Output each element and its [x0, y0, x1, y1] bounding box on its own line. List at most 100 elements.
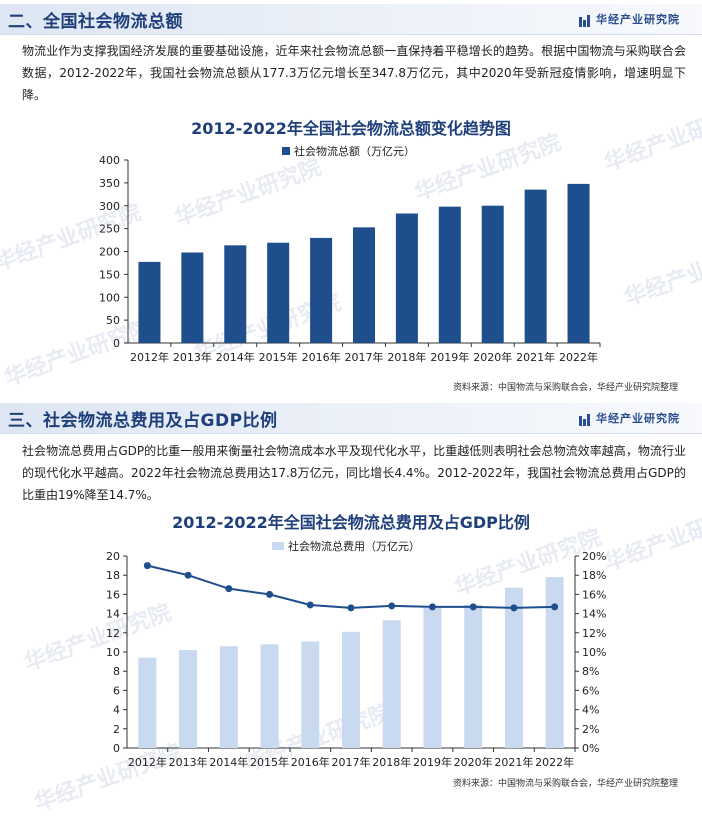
x-tick-label: 2013年	[173, 350, 212, 364]
bar	[382, 620, 401, 748]
x-tick-label: 2012年	[130, 350, 169, 364]
y-tick-label-right: 6%	[582, 684, 599, 697]
section-title: 三、社会物流总费用及占GDP比例	[8, 411, 278, 431]
x-tick-label: 2021年	[494, 755, 533, 769]
x-tick-label: 2012年	[128, 755, 167, 769]
chart-title: 2012-2022年全国社会物流总费用及占GDP比例	[172, 513, 530, 532]
x-tick-label: 2021年	[516, 350, 555, 364]
bar	[438, 206, 461, 343]
bar	[464, 604, 483, 748]
bar	[219, 646, 238, 748]
brand-text: 华经产业研究院	[596, 13, 680, 26]
y-tick-label: 150	[99, 268, 120, 281]
series-line	[147, 564, 555, 609]
y-tick-label: 200	[99, 246, 120, 259]
y-tick-label: 300	[99, 200, 120, 213]
bar	[310, 237, 333, 343]
x-tick-label: 2019年	[430, 350, 469, 364]
line-point	[428, 603, 436, 611]
brand-text: 华经产业研究院	[596, 412, 680, 425]
y-tick-label-left: 6	[113, 684, 120, 697]
line-point	[510, 604, 518, 612]
x-tick-label: 2017年	[345, 350, 384, 364]
y-tick-label-left: 16	[106, 588, 120, 601]
chart-title: 2012-2022年全国社会物流总额变化趋势图	[191, 119, 511, 138]
y-tick-label-left: 14	[106, 608, 120, 621]
y-tick-label-left: 8	[113, 665, 120, 678]
y-tick-label: 50	[106, 314, 120, 327]
y-tick-label-right: 0%	[582, 742, 599, 755]
line-point	[551, 603, 559, 611]
source-note: 资料来源：中国物流与采购联合会，华经产业研究院整理	[452, 383, 678, 393]
brand-logo-icon	[579, 413, 591, 426]
line-point	[306, 601, 314, 609]
section-paragraph: 社会物流总费用占GDP的比重一般用来衡量社会物流成本水平及现代化水平，比重越低则…	[22, 444, 686, 502]
x-tick-label: 2015年	[250, 755, 289, 769]
brand-logo-icon	[579, 14, 591, 27]
y-tick-label: 350	[99, 177, 120, 190]
y-tick-label: 100	[99, 291, 120, 304]
bar	[481, 205, 504, 343]
y-tick-label-left: 4	[113, 704, 120, 717]
x-tick-label: 2017年	[332, 755, 371, 769]
y-tick-label-right: 20%	[582, 550, 606, 563]
y-tick-label: 0	[113, 337, 120, 350]
x-tick-label: 2015年	[259, 350, 298, 364]
brand-label: 华经产业研究院	[579, 11, 680, 27]
bar	[395, 213, 418, 343]
line-point	[184, 571, 192, 579]
y-tick-label-left: 18	[106, 569, 120, 582]
bar	[181, 252, 204, 343]
x-tick-label: 2020年	[473, 350, 512, 364]
legend-swatch	[282, 147, 290, 155]
bar	[423, 607, 442, 748]
y-tick-label-right: 18%	[582, 569, 606, 582]
y-tick-label-left: 0	[113, 742, 120, 755]
y-tick-label-left: 20	[106, 550, 120, 563]
x-tick-label: 2014年	[209, 755, 248, 769]
y-tick-label-right: 4%	[582, 704, 599, 717]
x-tick-label: 2014年	[216, 350, 255, 364]
bar-chart-total: 社会物流总额（万亿元） 0 50 100 150 200 250 300 350 400 2012年…	[99, 144, 601, 364]
bar	[545, 577, 564, 748]
legend-label: 社会物流总费用（万亿元）	[288, 539, 420, 553]
y-tick-label-right: 10%	[582, 646, 606, 659]
bar	[260, 644, 279, 748]
x-tick-label: 2019年	[413, 755, 452, 769]
bar	[342, 631, 360, 748]
section-header-total: 二、全国社会物流总额 华经产业研究院	[0, 4, 702, 35]
x-tick-label: 2013年	[169, 755, 208, 769]
y-tick-label-left: 2	[113, 723, 120, 736]
bar	[267, 242, 290, 343]
legend-swatch	[272, 542, 284, 550]
x-tick-label: 2020年	[454, 755, 493, 769]
bar	[567, 183, 590, 343]
combo-chart-cost: 社会物流总费用（万亿元） 0 2 4 6 8 10 12 14 16 18 20 0% 2% 4% 6% 8% 1…	[106, 539, 606, 769]
y-tick-label: 250	[99, 223, 120, 236]
y-tick-label-right: 8%	[582, 665, 599, 678]
line-point	[388, 602, 396, 610]
section-header-cost: 三、社会物流总费用及占GDP比例 华经产业研究院	[0, 403, 702, 434]
y-tick-label: 400	[99, 154, 120, 167]
line-point	[143, 562, 151, 570]
bar	[179, 650, 198, 748]
legend-label: 社会物流总额（万亿元）	[294, 144, 415, 158]
bar	[301, 641, 320, 748]
y-tick-label-right: 12%	[582, 627, 606, 640]
y-tick-label-left: 12	[106, 627, 120, 640]
y-tick-label-right: 2%	[582, 723, 599, 736]
line-point	[347, 604, 355, 612]
x-tick-label: 2016年	[291, 755, 330, 769]
bar	[224, 245, 247, 343]
y-tick-label-right: 16%	[582, 588, 606, 601]
y-tick-label-left: 10	[106, 646, 120, 659]
x-tick-label: 2022年	[559, 350, 598, 364]
y-tick-label-right: 14%	[582, 608, 606, 621]
line-point	[469, 603, 477, 611]
bar	[138, 657, 157, 748]
bar	[524, 189, 547, 343]
line-point	[225, 585, 233, 593]
section-paragraph: 物流业作为支撑我国经济发展的重要基础设施，近年来社会物流总额一直保持着平稳增长的…	[22, 44, 686, 102]
bar	[353, 227, 375, 343]
section-title: 二、全国社会物流总额	[8, 12, 183, 32]
